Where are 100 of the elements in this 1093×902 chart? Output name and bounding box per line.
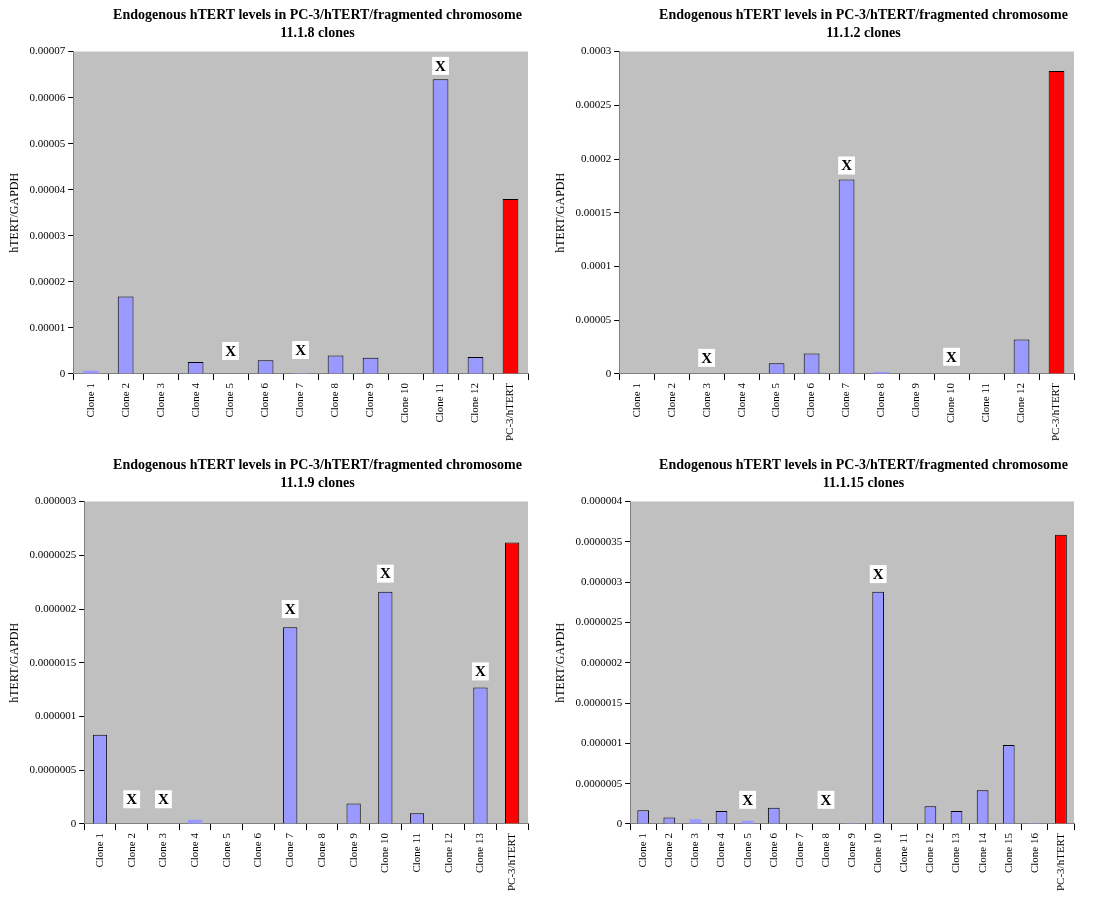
y-tick-label: 0.0000025 [29,548,77,561]
annotation: X [841,157,853,174]
x-tick-label: Clone 7 [293,382,306,418]
x-tick-label: Clone 9 [909,382,922,418]
x-tick-label: Clone 11 [979,382,992,423]
annotation: X [126,791,138,808]
x-tick-label: Clone 4 [714,832,727,868]
x-tick-label: Clone 1 [636,832,649,868]
y-tick-label: 0 [616,816,623,829]
x-tick-label: Clone 7 [283,832,296,868]
y-tick-label: 0.0002 [580,151,612,164]
y-tick-label: 0.00005 [575,313,612,326]
x-tick-label: Clone 3 [153,382,166,418]
y-tick-label: 0.0000025 [575,615,623,628]
x-tick-label: Clone 12 [923,832,936,874]
y-tick-label: 0.0001 [580,259,612,272]
y-axis-title: hTERT/GAPDH [553,172,568,253]
annotation: X [742,791,754,808]
x-tick-label: Clone 1 [92,832,105,868]
x-tick-label: Clone 4 [734,382,747,418]
x-tick-label: Clone 7 [839,382,852,418]
x-tick-label: Clone 5 [740,832,753,868]
x-tick-label: Clone 11 [897,832,910,873]
x-tick-label: PC-3/hTERT [505,832,518,892]
annotation: X [820,791,832,808]
y-tick-label: 0.00001 [29,320,66,333]
y-axis-title: hTERT/GAPDH [7,622,22,703]
x-tick-label: Clone 6 [804,382,817,418]
x-tick-label: Clone 14 [975,832,988,874]
annotation: X [225,342,237,359]
y-tick-label: 0.00003 [29,228,66,241]
y-tick-label: 0 [605,366,612,379]
y-axis-title: hTERT/GAPDH [553,622,568,703]
annotation: X [701,349,713,366]
x-tick-label: Clone 10 [398,382,411,424]
y-tick-label: 0.00004 [29,182,66,195]
x-tick-label: Clone 5 [223,382,236,418]
x-tick-label: Clone 12 [441,832,454,874]
chart-title: Endogenous hTERT levels in PC-3/hTERT/fragmented chromosome 11.1.9 clones [112,456,523,492]
x-tick-label: Clone 13 [473,832,486,874]
annotation: X [157,791,169,808]
x-tick-label: Clone 6 [258,382,271,418]
x-tick-label: Clone 6 [251,832,264,868]
chart-title: Endogenous hTERT levels in PC-3/hTERT/fragmented chromosome 11.1.2 clones [658,6,1069,42]
x-tick-label: Clone 10 [871,832,884,874]
x-tick-label: Clone 9 [346,832,359,868]
x-tick-label: Clone 5 [219,832,232,868]
y-tick-label: 0.00005 [29,136,66,149]
chart-title: Endogenous hTERT levels in PC-3/hTERT/fragmented chromosome 11.1.8 clones [112,6,523,42]
x-tick-label: Clone 4 [188,832,200,868]
y-tick-label: 0.000004 [580,494,623,507]
x-tick-label: Clone 7 [792,832,805,868]
x-tick-label: Clone 15 [1001,832,1014,874]
y-tick-label: 0.0000035 [575,534,623,547]
annotation: X [379,565,391,582]
x-tick-label: PC-3/hTERT [1053,832,1066,892]
y-tick-label: 0.0003 [580,44,612,57]
x-tick-label: Clone 10 [378,832,391,874]
x-tick-label: Clone 16 [1027,832,1040,874]
chart-title: Endogenous hTERT levels in PC-3/hTERT/fragmented chromosome 11.1.15 clones [658,456,1069,492]
x-tick-label: Clone 8 [314,832,327,868]
annotation: X [946,348,958,365]
x-tick-label: Clone 9 [844,832,857,868]
y-tick-label: 0 [59,366,66,379]
x-tick-label: Clone 2 [118,382,131,418]
x-tick-label: Clone 12 [1014,382,1027,424]
x-tick-label: Clone 11 [409,832,422,873]
y-tick-label: 0.00007 [29,44,66,57]
y-tick-label: 0.000001 [580,736,623,749]
y-tick-label: 0.000001 [34,709,77,722]
x-tick-label: Clone 5 [769,382,782,418]
x-tick-label: Clone 2 [124,832,137,868]
x-tick-label: Clone 12 [468,382,481,424]
y-tick-label: 0.0000015 [575,695,623,708]
y-tick-label: 0.000003 [34,494,77,507]
y-tick-label: 0.00002 [29,274,66,287]
annotation: X [435,57,447,74]
y-tick-label: 0.000002 [580,655,623,668]
x-tick-label: Clone 2 [664,382,677,418]
y-tick-label: 0.0000005 [29,763,77,776]
x-tick-label: Clone 10 [944,382,957,424]
x-tick-label: Clone 3 [156,832,169,868]
x-tick-label: Clone 8 [818,832,831,868]
y-tick-label: 0 [70,816,77,829]
x-tick-label: Clone 6 [766,832,779,868]
x-tick-label: Clone 8 [328,382,341,418]
x-tick-label: Clone 3 [699,382,712,418]
annotation: X [284,600,296,617]
x-tick-label: Clone 4 [188,382,201,418]
annotation: X [295,341,307,358]
x-tick-label: Clone 8 [874,382,887,418]
y-tick-label: 0.0000005 [575,776,623,789]
y-tick-label: 0.000002 [34,601,77,614]
y-tick-label: 0.00006 [29,90,66,103]
x-tick-label: Clone 2 [662,832,675,868]
y-axis-title: hTERT/GAPDH [7,172,22,253]
annotation: X [475,663,487,680]
y-tick-label: 0.0000015 [29,655,77,668]
x-tick-label: Clone 1 [83,382,96,418]
x-tick-label: Clone 3 [688,832,701,868]
